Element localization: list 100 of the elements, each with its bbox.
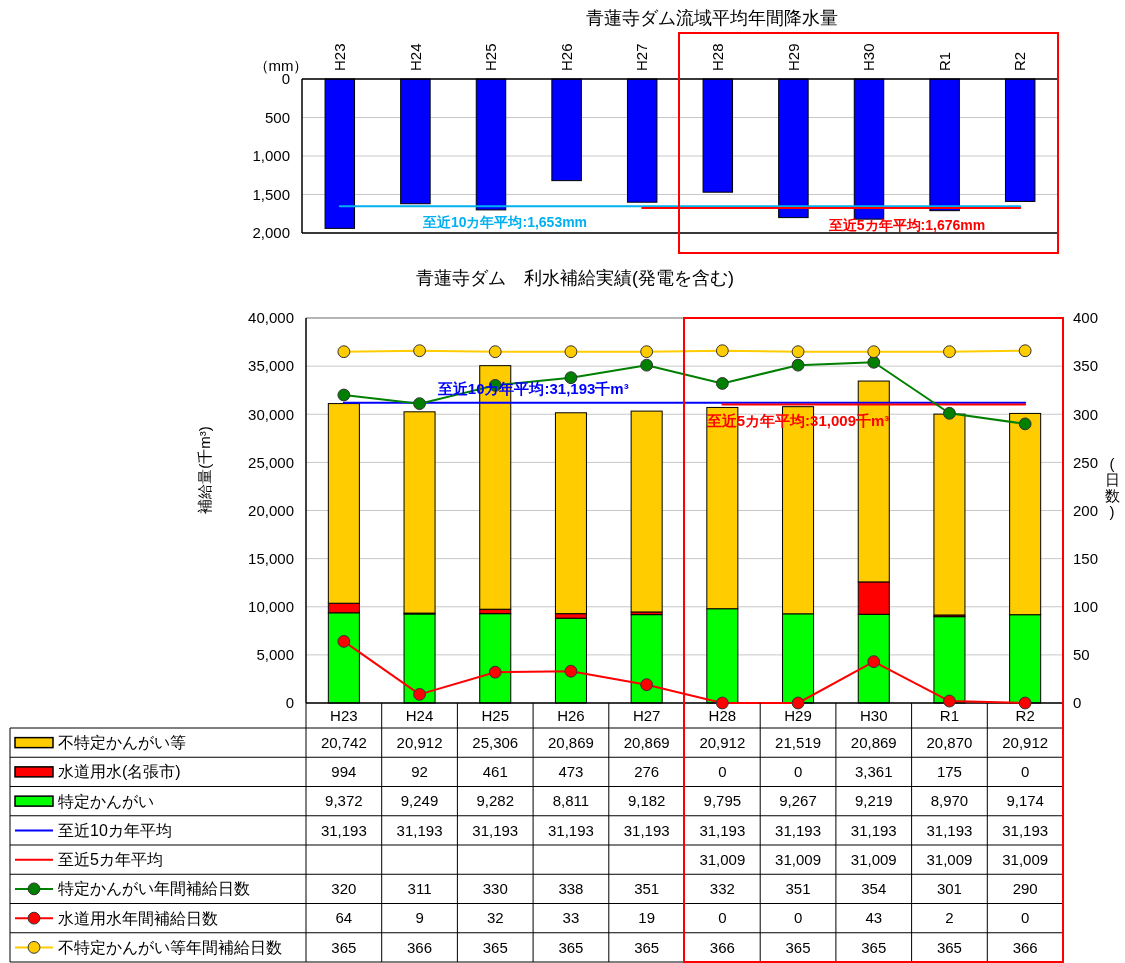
chart-title: 青蓮寺ダム流域平均年間降水量 (586, 8, 838, 28)
data-label: 365 (861, 938, 887, 956)
y-axis-title: 補給量(千m³) (196, 426, 214, 514)
data-label: 20,869 (548, 733, 594, 751)
x-tick-label: H23 (330, 706, 358, 724)
data-label: 366 (709, 938, 735, 956)
y2-tick-label: 350 (1073, 357, 1099, 375)
x-tick-label: R1 (939, 706, 960, 724)
data-label: 473 (558, 763, 584, 781)
y2-tick-label: 50 (1073, 646, 1090, 664)
data-label: 332 (709, 880, 735, 898)
y-tick-label: 5,000 (256, 646, 294, 664)
data-label: 9,282 (476, 792, 515, 810)
x-tick-label: H28 (709, 43, 727, 71)
data-label: 0 (1020, 909, 1030, 927)
y-tick-label: 35,000 (248, 357, 294, 375)
data-label: 9,219 (854, 792, 893, 810)
data-label: 366 (1012, 938, 1038, 956)
data-label: 31,009 (775, 850, 821, 868)
data-label: 31,193 (623, 821, 670, 839)
x-tick-label: H25 (481, 706, 510, 724)
y2-tick-label: 250 (1073, 453, 1099, 471)
data-label: 20,742 (320, 733, 367, 751)
x-tick-label: R1 (935, 51, 953, 71)
y2-tick-label: 0 (1073, 694, 1082, 712)
x-tick-label: H24 (405, 706, 434, 724)
data-label: 365 (331, 938, 357, 956)
data-label: 31,193 (926, 821, 973, 839)
y-tick-label: 25,000 (248, 453, 294, 471)
data-label: 8,811 (552, 792, 590, 810)
data-label: 31,009 (699, 850, 746, 868)
chart-title: 青蓮寺ダム 利水補給実績(発電を含む) (416, 268, 734, 288)
x-tick-label: H27 (632, 706, 661, 724)
data-label: 301 (936, 880, 962, 898)
data-label: 43 (865, 909, 883, 927)
legend-label: 特定かんがい年間補給日数 (58, 880, 250, 898)
data-label: 0 (793, 763, 803, 781)
data-label: 64 (335, 909, 353, 927)
data-label: 31,193 (548, 821, 594, 839)
data-label: 20,912 (1002, 733, 1049, 751)
y2-tick-label: 400 (1073, 309, 1099, 327)
y-tick-label: 40,000 (248, 309, 294, 327)
y-tick-label: 0 (285, 694, 294, 712)
x-tick-label: H23 (331, 43, 349, 71)
data-label: 25,306 (472, 733, 519, 751)
data-label: 351 (785, 880, 811, 898)
data-label: 9 (415, 909, 424, 927)
data-label: 2 (945, 909, 954, 927)
x-tick-label: H26 (557, 43, 575, 71)
legend-label: 特定かんがい (58, 792, 154, 810)
data-label: 31,193 (699, 821, 746, 839)
data-label: 365 (785, 938, 811, 956)
legend-label: 水道用水年間補給日数 (58, 909, 218, 927)
y2-tick-label: 100 (1073, 598, 1099, 615)
x-tick-label: H26 (557, 706, 585, 724)
y-tick-label: 2,000 (252, 224, 290, 242)
data-label: 0 (718, 763, 727, 781)
legend-label: 至近10カ年平均 (58, 821, 172, 839)
y-tick-label: 1,000 (252, 147, 290, 165)
legend-label: 不特定かんがい等年間補給日数 (58, 938, 282, 956)
data-label: 365 (482, 938, 508, 956)
data-label: 20,869 (850, 733, 897, 751)
y-tick-label: 1,500 (252, 185, 290, 203)
data-label: 8,970 (930, 792, 969, 810)
y-tick-label: 20,000 (248, 501, 294, 519)
data-label: 9,267 (779, 792, 817, 810)
data-label: 311 (407, 880, 432, 898)
y2-tick-label: 150 (1073, 549, 1099, 567)
x-tick-label: H30 (860, 43, 878, 71)
data-label: 0 (793, 909, 803, 927)
legend-label: 至近5カ年平均 (58, 851, 163, 869)
data-label: 31,009 (850, 850, 897, 868)
data-label: 9,795 (703, 792, 742, 810)
data-label: 354 (861, 880, 887, 898)
x-tick-label: H28 (708, 706, 737, 724)
data-label: 9,182 (627, 792, 666, 810)
x-tick-label: H24 (406, 43, 424, 71)
x-tick-label: H29 (784, 43, 802, 71)
data-label: 365 (936, 938, 962, 956)
y-tick-label: 500 (264, 108, 290, 126)
data-label: 31,193 (320, 821, 367, 839)
legend-label: 水道用水(名張市) (58, 763, 181, 781)
data-label: 20,870 (926, 733, 973, 751)
data-label: 31,193 (1002, 821, 1049, 839)
y2-axis-title: (日数) (1104, 455, 1120, 521)
data-label: 994 (331, 763, 357, 781)
x-tick-label: H27 (633, 43, 651, 71)
x-tick-label: R2 (1011, 51, 1029, 71)
data-label: 351 (634, 880, 660, 898)
data-label: 31,193 (850, 821, 897, 839)
data-label: 0 (718, 909, 727, 927)
data-label: 3,361 (854, 763, 893, 781)
y-tick-label: 10,000 (248, 598, 294, 615)
x-tick-label: H25 (482, 43, 500, 71)
data-label: 31,009 (926, 850, 973, 868)
data-label: 92 (411, 763, 428, 781)
data-label: 320 (331, 880, 357, 898)
data-label: 175 (936, 763, 962, 781)
data-label: 290 (1012, 880, 1038, 898)
data-label: 338 (558, 880, 584, 898)
